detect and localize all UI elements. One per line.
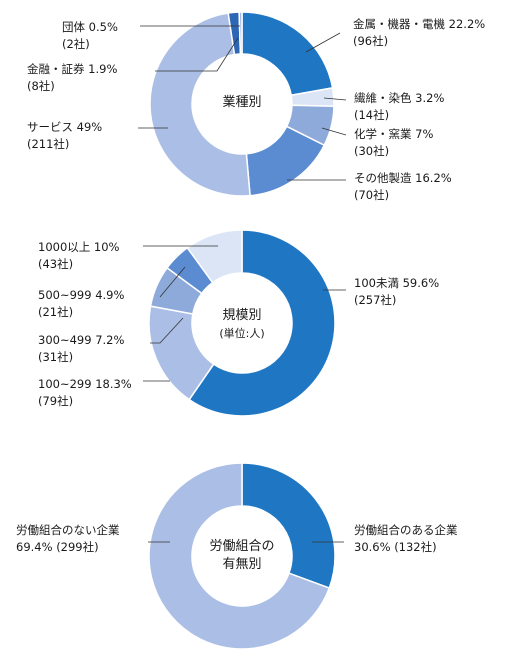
svg-text:100~299 18.3%: 100~299 18.3%	[38, 377, 132, 391]
donut-chart-industry	[149, 11, 335, 197]
svg-text:(70社): (70社)	[354, 188, 389, 202]
slice-metal	[241, 11, 334, 97]
slice-label-other-manufacturing: その他製造 16.2% (70社)	[354, 171, 452, 202]
slice-union-yes	[241, 462, 336, 590]
svg-text:(257社): (257社)	[354, 293, 396, 307]
slice-label-300-499: 300~499 7.2% (31社)	[38, 333, 124, 364]
svg-text:(21社): (21社)	[38, 305, 73, 319]
slice-label-textile: 繊維・染色 3.2% (14社)	[354, 91, 444, 122]
slice-label-under-100: 100未満 59.6% (257社)	[354, 276, 439, 307]
leader-lines-industry	[138, 25, 347, 181]
center-label-union-1: 労働組合の	[209, 539, 274, 554]
svg-text:(211社): (211社)	[27, 137, 69, 151]
slice-label-organization: 団体 0.5% (2社)	[62, 20, 118, 51]
center-label-industry: 業種別	[222, 94, 261, 110]
svg-text:その他製造 16.2%: その他製造 16.2%	[354, 171, 452, 185]
svg-text:労働組合のない企業: 労働組合のない企業	[16, 523, 120, 537]
svg-text:団体 0.5%: 団体 0.5%	[62, 20, 118, 34]
slice-label-metal: 金属・機器・電機 22.2% (96社)	[353, 17, 485, 48]
leader-lines-size	[143, 245, 346, 382]
svg-text:(14社): (14社)	[354, 108, 389, 122]
slice-label-chemical: 化学・窯業 7% (30社)	[354, 127, 433, 158]
slice-label-finance: 金融・証券 1.9% (8社)	[27, 62, 117, 93]
slice-service	[149, 12, 251, 197]
slice-organization	[238, 11, 243, 55]
donut-chart-union	[148, 462, 336, 650]
svg-text:労働組合のある企業: 労働組合のある企業	[354, 523, 458, 537]
svg-text:金融・証券 1.9%: 金融・証券 1.9%	[27, 62, 117, 76]
svg-text:サービス 49%: サービス 49%	[27, 120, 102, 134]
svg-text:(79社): (79社)	[38, 394, 73, 408]
svg-text:繊維・染色 3.2%: 繊維・染色 3.2%	[354, 91, 444, 105]
slice-label-500-999: 500~999 4.9% (21社)	[38, 288, 124, 319]
svg-text:(30社): (30社)	[354, 144, 389, 158]
svg-text:(43社): (43社)	[38, 257, 73, 271]
svg-text:(8社): (8社)	[27, 79, 55, 93]
svg-text:金属・機器・電機 22.2%: 金属・機器・電機 22.2%	[353, 17, 485, 31]
slice-label-1000-plus: 1000以上 10% (43社)	[38, 240, 120, 271]
center-label-size: 規模別	[222, 308, 261, 323]
slice-label-union-no: 労働組合のない企業 69.4% (299社)	[16, 523, 120, 554]
svg-text:(2社): (2社)	[62, 37, 90, 51]
svg-text:(31社): (31社)	[38, 350, 73, 364]
svg-text:500~999 4.9%: 500~999 4.9%	[38, 288, 124, 302]
slice-1000-plus	[186, 229, 243, 284]
svg-text:化学・窯業 7%: 化学・窯業 7%	[354, 127, 433, 141]
slice-label-service: サービス 49% (211社)	[27, 120, 102, 151]
slice-union-no	[148, 462, 331, 650]
slice-label-union-yes: 労働組合のある企業 30.6% (132社)	[354, 523, 458, 554]
svg-text:100未満 59.6%: 100未満 59.6%	[354, 276, 439, 290]
svg-text:(96社): (96社)	[353, 34, 388, 48]
svg-text:30.6% (132社): 30.6% (132社)	[354, 540, 437, 554]
donut-chart-size	[148, 229, 336, 417]
svg-text:300~499 7.2%: 300~499 7.2%	[38, 333, 124, 347]
center-sublabel-size: (単位:人)	[219, 326, 264, 340]
center-label-union-2: 有無別	[222, 557, 261, 572]
svg-text:1000以上 10%: 1000以上 10%	[38, 240, 120, 254]
slice-under-100	[188, 229, 336, 417]
slice-label-100-299: 100~299 18.3% (79社)	[38, 377, 132, 408]
svg-text:69.4% (299社): 69.4% (299社)	[16, 540, 99, 554]
